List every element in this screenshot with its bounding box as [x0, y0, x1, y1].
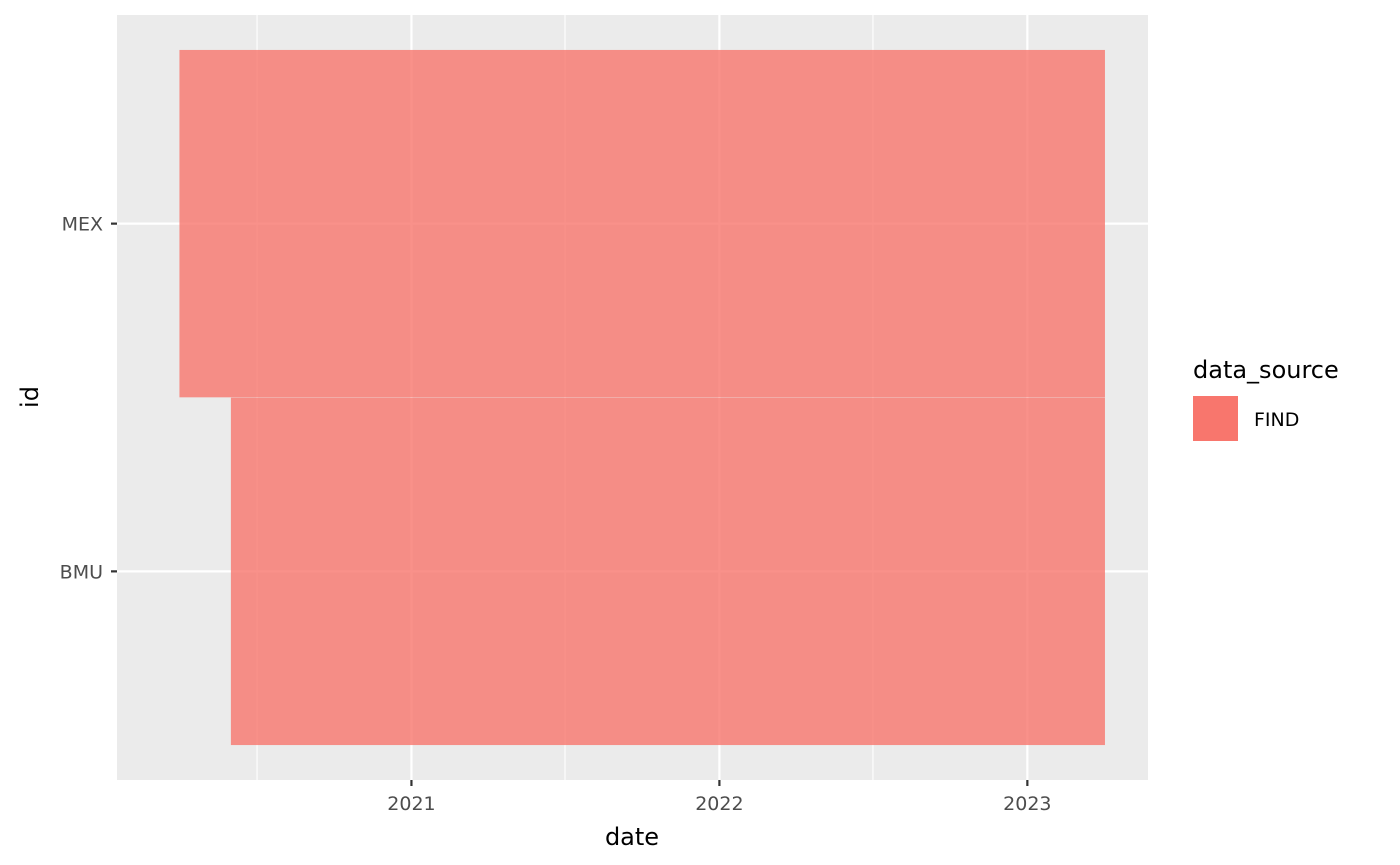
bars — [179, 49, 1105, 746]
y-tick-label: MEX — [62, 214, 103, 236]
y-axis: BMU MEX — [60, 214, 117, 583]
y-tick-label: BMU — [60, 561, 103, 583]
bar-mex — [179, 49, 1105, 398]
legend: data_source FIND — [1193, 356, 1339, 441]
x-tick-label: 2021 — [387, 793, 435, 815]
x-tick-label: 2023 — [1003, 793, 1051, 815]
bar-bmu — [230, 397, 1105, 746]
legend-key-find — [1193, 396, 1238, 441]
x-tick-label: 2022 — [695, 793, 743, 815]
legend-label-find: FIND — [1254, 409, 1299, 431]
legend-title: data_source — [1193, 356, 1339, 384]
x-axis: 2021 2022 2023 — [387, 780, 1052, 815]
x-axis-title: date — [605, 823, 659, 851]
y-axis-title: id — [16, 386, 44, 408]
